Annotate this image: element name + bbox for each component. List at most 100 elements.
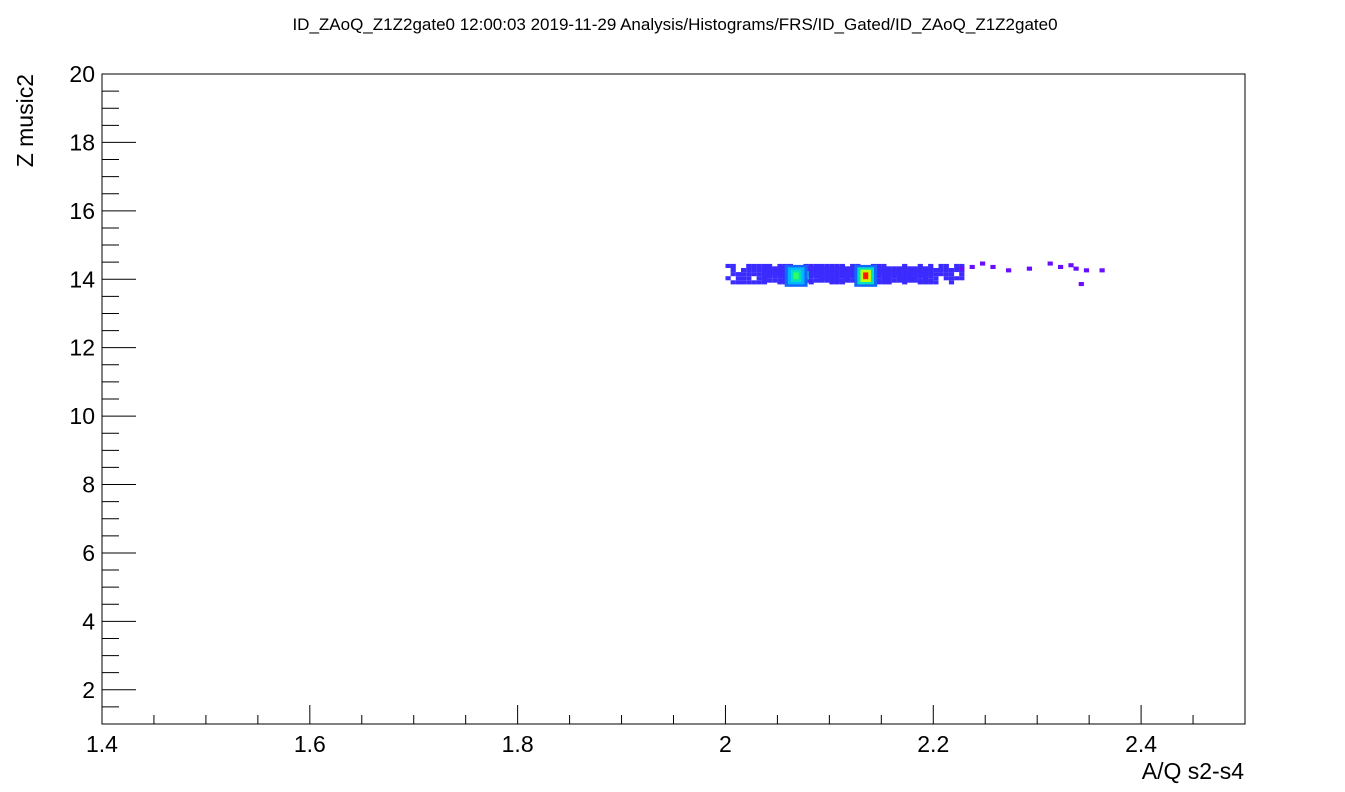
heatmap-bin	[876, 266, 882, 271]
heatmap-bin	[933, 268, 939, 273]
heatmap-bin	[813, 270, 819, 275]
heatmap-bin	[756, 268, 762, 273]
heatmap-bin	[767, 263, 773, 268]
heatmap-bin	[902, 263, 908, 268]
heatmap-bin	[746, 276, 752, 281]
y-tick-label: 20	[69, 61, 95, 87]
heatmap-bin	[834, 274, 840, 279]
heatmap-bin	[917, 263, 923, 268]
heatmap-bin	[912, 278, 918, 283]
y-tick-label: 2	[82, 677, 95, 703]
heatmap-bin	[1006, 268, 1012, 273]
heatmap-bin	[943, 263, 949, 268]
x-tick-label: 1.8	[502, 731, 534, 757]
heatmap-bin	[850, 278, 856, 283]
y-axis: 2 4 6 8 10 12 14 16 18 20	[69, 61, 136, 725]
heatmap-bin	[730, 280, 736, 285]
heatmap-bin	[917, 266, 923, 271]
heatmap-bin	[917, 274, 923, 279]
heatmap-bin	[881, 274, 887, 279]
heatmap-bin	[928, 270, 934, 275]
heatmap-bin	[772, 266, 778, 271]
y-tick-label: 10	[69, 403, 95, 429]
heatmap-bin	[1078, 282, 1084, 287]
heatmap-bin	[948, 276, 955, 281]
x-tick-label: 1.6	[294, 731, 326, 757]
heatmap-bin	[876, 274, 882, 279]
heatmap-bin	[730, 268, 736, 273]
heatmap-bin	[824, 266, 830, 271]
heatmap-bin	[922, 266, 929, 271]
heatmap-bin	[730, 263, 736, 268]
heatmap-bin	[808, 278, 814, 283]
heatmap-bin	[917, 270, 923, 275]
heatmap-bin	[933, 272, 939, 277]
heatmap-bin	[746, 280, 752, 285]
heatmap-bin	[907, 278, 913, 283]
heatmap-bin	[819, 266, 825, 271]
heatmap-bin	[876, 263, 882, 268]
heatmap-bin	[850, 274, 856, 279]
heatmap-bin	[813, 266, 819, 271]
heatmap-bin	[834, 278, 840, 283]
heatmap-bin	[761, 274, 767, 279]
heatmap-bin	[751, 280, 757, 285]
heatmap-bin	[850, 263, 856, 268]
heatmap-bin	[767, 266, 773, 271]
heatmap-bin	[813, 274, 819, 279]
heatmap-bin	[917, 278, 923, 283]
heatmap-bin	[928, 274, 934, 279]
chart-title: ID_ZAoQ_Z1Z2gate0 12:00:03 2019-11-29 An…	[292, 15, 1057, 34]
heatmap-bin	[839, 266, 845, 271]
heatmap-bin	[741, 276, 747, 281]
y-tick-label: 4	[82, 608, 95, 634]
heatmap-bin	[922, 274, 929, 279]
heatmap-bin	[1083, 268, 1090, 273]
heatmap-bin-hotspot	[863, 272, 869, 280]
heatmap-bin	[959, 272, 965, 277]
heatmap-bin	[850, 270, 856, 275]
heatmap-bin	[751, 263, 757, 268]
heatmap-bin	[959, 263, 965, 268]
heatmap-bin	[844, 266, 851, 271]
heatmap-bin	[772, 270, 778, 275]
heatmap-bin	[725, 276, 731, 281]
x-tick-label: 2.2	[917, 731, 949, 757]
heatmap-bin	[891, 274, 897, 279]
heatmap-bin	[808, 266, 814, 271]
heatmap-bin	[886, 266, 892, 271]
heatmap-bin	[896, 278, 903, 283]
heatmap-bin	[735, 280, 741, 285]
heatmap-bin	[990, 264, 996, 269]
heatmap-bin	[777, 270, 783, 275]
heatmap-bin-hotspot	[793, 272, 799, 280]
heatmap-bin	[741, 272, 747, 277]
heatmap-bin	[767, 278, 773, 283]
heatmap-bin	[746, 272, 752, 277]
heatmap-bin	[730, 272, 736, 277]
heatmap-bin	[1073, 266, 1079, 271]
heatmap-bin	[928, 266, 934, 271]
heatmap-bin	[902, 266, 908, 271]
x-tick-label: 2.4	[1125, 731, 1157, 757]
heatmap-bin	[1099, 268, 1105, 273]
heatmap-bin	[741, 280, 747, 285]
heatmap-bin	[943, 276, 949, 281]
heatmap-bin	[756, 263, 762, 268]
heatmap-bin	[922, 270, 929, 275]
heatmap-bin	[756, 280, 762, 285]
heatmap-bin	[819, 278, 825, 283]
heatmap-bin	[891, 266, 897, 271]
y-tick-label: 16	[69, 198, 95, 224]
heatmap-bin	[839, 278, 845, 283]
heatmap-bin	[761, 278, 767, 283]
heatmap-bin	[938, 263, 944, 268]
heatmap-bin	[844, 278, 851, 283]
heatmap-bin	[819, 263, 825, 268]
heatmap-bin	[959, 276, 965, 281]
heatmap-bin	[881, 270, 887, 275]
heatmap-bin	[948, 272, 955, 277]
heatmap-bin	[725, 263, 731, 268]
heatmap-cells	[725, 261, 1105, 287]
heatmap-bin	[948, 268, 955, 273]
